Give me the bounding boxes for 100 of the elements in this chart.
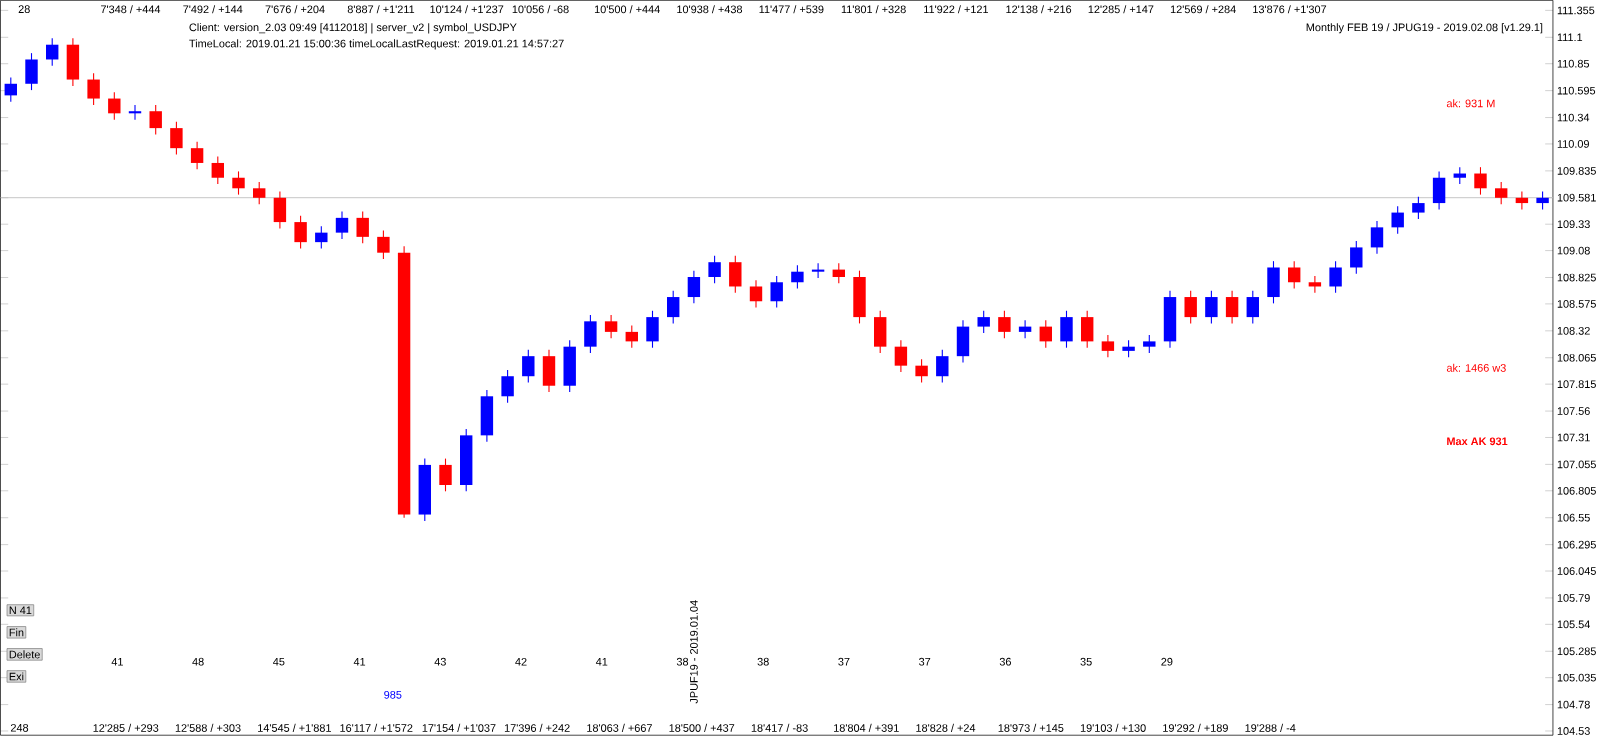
candlestick (1350, 240, 1363, 275)
annotation: 37 (838, 657, 850, 666)
annotation: 12'569 / +284 (1170, 4, 1236, 13)
candlestick (1184, 289, 1197, 324)
annotation: Monthly FEB 19 / JPUG19 - 2019.02.08 [v1.29.1] (1306, 22, 1543, 34)
annotation: 18'063 / +667 (587, 723, 652, 732)
candlestick (1474, 166, 1487, 195)
annotation: 48 (192, 657, 204, 666)
annotation: Fin (9, 628, 24, 637)
annotation: 12'285 / +293 (93, 723, 159, 732)
annotation: 35 (1080, 657, 1092, 666)
candlestick (1287, 260, 1301, 289)
candlestick (4, 76, 18, 103)
candlestick (666, 289, 680, 324)
y-tick-label: 110.09 (1557, 139, 1589, 148)
candlestick (315, 225, 328, 249)
annotation: 41 (595, 657, 608, 666)
y-tick-label: 109.835 (1557, 166, 1596, 175)
candlestick (811, 262, 825, 279)
annotation: 18'804 / +391 (834, 723, 899, 732)
candlestick (522, 349, 535, 383)
y-tick-label: 110.595 (1557, 86, 1596, 95)
annotation: N 41 (9, 606, 32, 614)
annotation: 38 (676, 657, 689, 666)
annotation: 43 (434, 657, 446, 666)
annotation: 18'828 / +24 (916, 723, 976, 732)
candlestick (335, 210, 349, 240)
candlestick (253, 181, 266, 205)
candlestick (832, 262, 845, 284)
y-tick-label: 106.295 (1557, 540, 1596, 549)
y-tick-label: 107.055 (1557, 460, 1596, 469)
candlestick (1391, 205, 1404, 235)
annotation: 7'492 / +144 (183, 4, 243, 13)
candlestick (170, 120, 183, 155)
candlestick (1494, 181, 1508, 205)
y-tick-label: 107.31 (1557, 433, 1590, 442)
annotation: 12'588 / +303 (175, 723, 241, 732)
candlestick (46, 37, 59, 67)
annotation: 19'292 / +189 (1163, 723, 1228, 732)
annotation: 7'348 / +444 (101, 4, 161, 13)
y-tick-label: 104.78 (1557, 700, 1590, 709)
candlestick (977, 309, 990, 334)
candlestick (1101, 334, 1115, 358)
y-tick-label: 106.55 (1557, 513, 1590, 522)
annotation: 10'056 / -68 (512, 4, 569, 13)
annotation: Delete (9, 650, 40, 659)
y-tick-label: 108.575 (1557, 299, 1596, 308)
y-tick-label: 105.285 (1557, 647, 1596, 655)
y-tick-label: 111.1 (1557, 33, 1583, 41)
candlestick (625, 324, 639, 349)
annotation: Max AK 931 (1447, 437, 1508, 445)
y-tick-label: 104.53 (1557, 726, 1590, 735)
candlestick (1039, 319, 1052, 349)
annotation: 10'938 / +438 (677, 4, 743, 13)
candlestick (894, 339, 908, 373)
annotation: 18'500 / +437 (669, 723, 735, 732)
candlestick (1018, 319, 1032, 339)
candlestick (1308, 275, 1322, 294)
candlestick (915, 358, 928, 383)
y-tick-label: 110.34 (1557, 113, 1590, 122)
y-tick-label: 105.035 (1557, 673, 1596, 682)
annotation: 37 (919, 657, 931, 666)
y-tick-label: 108.825 (1557, 273, 1596, 282)
candlestick (1370, 220, 1384, 255)
y-tick-label: 107.815 (1557, 380, 1596, 388)
candlestick (108, 91, 121, 120)
candlestick (936, 349, 949, 383)
candlestick (232, 170, 245, 195)
annotation: 41 (111, 657, 123, 666)
annotation: 19'288 / -4 (1245, 723, 1296, 732)
annotation: 17'396 / +242 (504, 723, 570, 732)
annotation: 985 (384, 690, 402, 699)
candlestick (1329, 260, 1342, 294)
y-tick-label: 107.56 (1557, 406, 1590, 415)
annotation: 11'801 / +328 (841, 4, 906, 13)
annotation: 19'103 / +130 (1080, 723, 1146, 732)
annotation: 13'876 / +1'307 (1253, 4, 1327, 13)
candlestick (377, 229, 390, 260)
annotation: Exi (9, 672, 24, 681)
annotation: 41 (353, 657, 366, 666)
candlestick (770, 275, 783, 308)
y-tick-label: 108.065 (1557, 353, 1596, 362)
candlestick (998, 309, 1011, 339)
y-tick-label: 105.54 (1557, 620, 1590, 628)
annotation: Client: version_2.03 09:49 [4112018] | server_v2 | symbol_USDJPY (189, 22, 517, 34)
candlestick (128, 104, 142, 120)
candlestick (1205, 289, 1218, 324)
annotation: 8'887 / +1'211 (347, 4, 415, 13)
candlestick (791, 264, 804, 289)
candlestick (439, 457, 452, 492)
candlestick (687, 269, 701, 304)
y-tick-label: 111.355 (1557, 6, 1595, 15)
annotation: 18'973 / +145 (998, 723, 1064, 732)
annotation: 18'417 / -83 (751, 723, 808, 732)
annotation: 12'138 / +216 (1006, 4, 1072, 13)
annotation: JPUF19 - 2019.01.04 (690, 599, 698, 704)
candlestick (294, 214, 307, 249)
annotation: ak: 931 M (1446, 98, 1495, 108)
annotation: 29 (1161, 657, 1173, 666)
annotation: ak: 1466 w3 (1446, 363, 1506, 372)
